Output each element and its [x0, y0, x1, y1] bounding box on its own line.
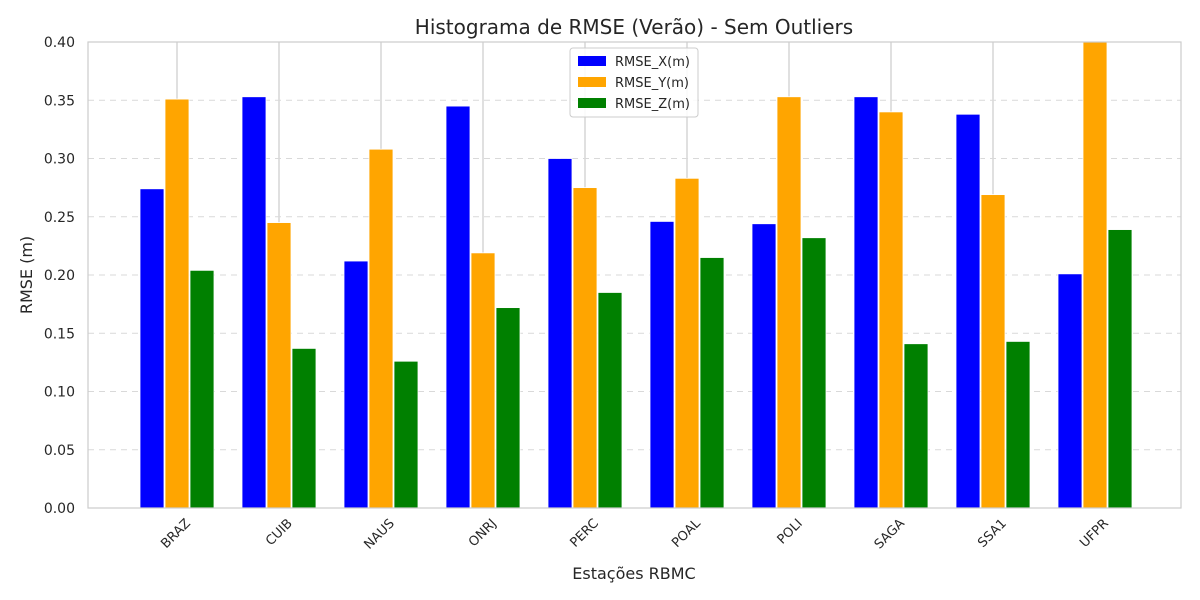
y-tick-label: 0.05 [44, 443, 75, 459]
bar-cuib-z [291, 347, 317, 509]
bar-ufpr-z [1107, 229, 1133, 509]
bar-saga-z [903, 343, 929, 509]
x-tick-label: CUIB [263, 516, 296, 549]
x-tick-label: POLI [775, 516, 806, 547]
legend-label: RMSE_Z(m) [615, 97, 690, 112]
legend-swatch [578, 77, 606, 87]
bar-saga-x [853, 96, 879, 509]
x-tick-label: SAGA [872, 516, 908, 552]
bars-layer [139, 41, 1133, 509]
bar-onrj-z [495, 307, 521, 509]
x-tick-label: ONRJ [466, 516, 500, 550]
x-tick-label: SSA1 [975, 516, 1010, 551]
bar-perc-y [572, 187, 598, 509]
y-tick-label: 0.35 [44, 93, 75, 109]
y-tick-label: 0.30 [44, 152, 75, 168]
x-axis-label: Estações RBMC [572, 564, 695, 583]
y-tick-label: 0.20 [44, 268, 75, 284]
bar-saga-y [878, 111, 904, 509]
chart-title: Histograma de RMSE (Verão) - Sem Outlier… [415, 15, 853, 39]
x-tick-label: NAUS [361, 516, 397, 552]
y-axis-label: RMSE (m) [17, 236, 36, 314]
bar-ufpr-x [1057, 273, 1083, 509]
bar-perc-z [597, 292, 623, 509]
bar-braz-x [139, 188, 165, 509]
bar-ufpr-y [1082, 41, 1108, 509]
y-tick-label: 0.15 [44, 326, 75, 342]
bar-braz-z [189, 269, 215, 509]
bar-poal-z [699, 257, 725, 509]
bar-cuib-y [266, 222, 292, 509]
legend-label: RMSE_X(m) [615, 55, 690, 70]
x-tick-label: PERC [568, 516, 602, 550]
x-tick-label: BRAZ [158, 516, 194, 552]
bar-poli-z [801, 237, 827, 509]
legend-swatch [578, 98, 606, 108]
bar-ssa1-x [955, 113, 981, 509]
bar-onrj-x [445, 105, 471, 509]
bar-braz-y [164, 98, 190, 509]
bar-naus-y [368, 148, 394, 509]
y-tick-label: 0.10 [44, 385, 75, 401]
y-tick-label: 0.40 [44, 35, 75, 51]
legend: RMSE_X(m) RMSE_Y(m) RMSE_Z(m) [569, 47, 699, 118]
y-tick-label: 0.00 [44, 501, 75, 517]
bar-naus-x [343, 260, 369, 509]
bar-naus-z [393, 360, 419, 509]
x-tick-label: POAL [669, 516, 704, 551]
bar-poli-x [751, 223, 777, 509]
bar-ssa1-z [1005, 341, 1031, 509]
bar-ssa1-y [980, 194, 1006, 509]
plot-frame [87, 41, 1182, 509]
bar-perc-x [547, 158, 573, 509]
x-tick-label: UFPR [1077, 516, 1112, 551]
bar-poal-x [649, 221, 675, 509]
x-tick-labels: BRAZ CUIB NAUS ONRJ PERC POAL POLI SAGA SSA1 UFPR [158, 516, 1112, 553]
legend-label: RMSE_Y(m) [615, 76, 689, 91]
bar-poli-y [776, 96, 802, 509]
y-tick-labels: 0.00 0.05 0.10 0.15 0.20 0.25 0.30 0.35 0.40 [44, 35, 75, 517]
y-tick-label: 0.25 [44, 210, 75, 226]
bar-onrj-y [470, 252, 496, 509]
legend-swatch [578, 56, 606, 66]
bar-poal-y [674, 177, 700, 509]
bar-cuib-x [241, 96, 267, 509]
